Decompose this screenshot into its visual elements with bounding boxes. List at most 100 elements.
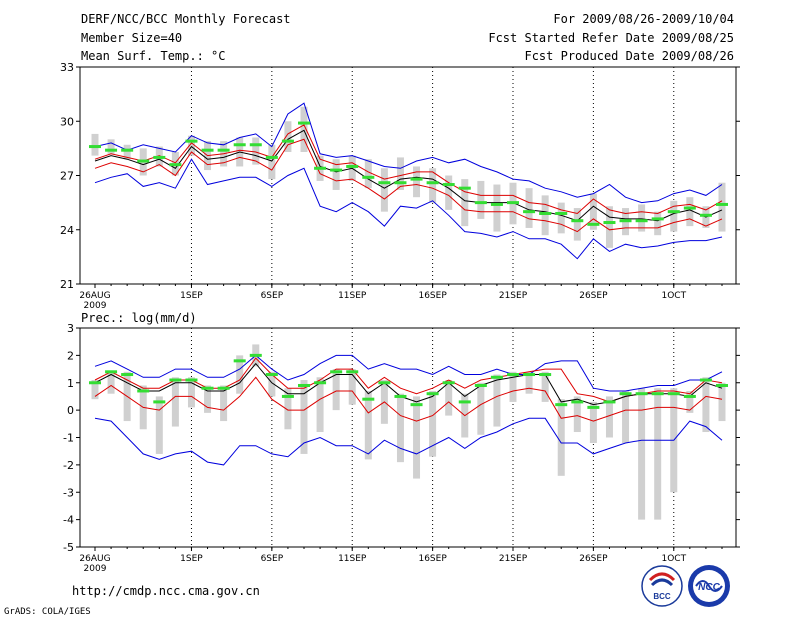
x-tick-label: 26SEP — [579, 554, 608, 564]
spread-box — [477, 382, 485, 435]
ctrl-marker — [442, 381, 455, 385]
ctrl-marker — [201, 148, 214, 152]
spread-box — [654, 211, 662, 236]
spread-box — [316, 377, 324, 433]
ctrl-marker — [378, 381, 391, 385]
spread-box — [589, 193, 597, 230]
x-tick-label: 21SEP — [499, 554, 528, 564]
y-tick-label: -4 — [63, 514, 74, 527]
y-tick-label: -5 — [63, 541, 74, 554]
ctrl-marker — [410, 403, 423, 407]
spread-box — [718, 182, 726, 232]
ctrl-marker — [651, 392, 664, 396]
spread-box — [718, 382, 726, 422]
ctrl-marker — [490, 202, 503, 206]
spread-box — [686, 197, 694, 227]
x-tick-sublabel: 2009 — [84, 301, 107, 311]
ctrl-marker — [507, 373, 519, 377]
y-tick-label: 2 — [67, 349, 74, 362]
ctrl-marker — [683, 206, 696, 210]
ctrl-marker — [233, 359, 246, 363]
ctrl-marker — [442, 183, 455, 187]
y-tick-label: -3 — [63, 486, 74, 499]
ctrl-marker — [635, 219, 648, 223]
spread-box — [413, 396, 421, 479]
ctrl-marker — [153, 155, 166, 159]
ctrl-marker — [330, 168, 343, 172]
y-tick-label: 1 — [67, 377, 74, 390]
ctrl-marker — [555, 211, 568, 215]
spread-box — [605, 396, 613, 438]
ctrl-marker — [137, 159, 150, 163]
produced-date: Fcst Produced Date 2009/08/26 — [524, 49, 734, 63]
ctrl-marker — [249, 143, 262, 147]
ctrl-marker — [699, 213, 712, 217]
spread-box — [123, 144, 131, 160]
variable-label: Mean Surf. Temp.: °C — [81, 49, 226, 63]
ctrl-marker — [683, 394, 696, 398]
spread-box — [445, 380, 453, 416]
spread-box — [525, 371, 533, 394]
ctrl-marker — [265, 155, 278, 159]
ctrl-marker — [249, 353, 262, 357]
ctrl-marker — [571, 219, 584, 223]
plot-frame — [79, 327, 737, 548]
ctrl-marker — [458, 400, 471, 404]
spread-box — [413, 166, 421, 198]
ctrl-marker — [667, 210, 680, 214]
bcc-logo-text: BCC — [653, 592, 671, 601]
spread-box — [557, 202, 565, 234]
ctrl-marker — [362, 175, 375, 179]
x-tick-label: 6SEP — [261, 291, 284, 301]
ctrl-marker — [410, 177, 423, 181]
ctrl-marker — [619, 219, 632, 223]
ctrl-marker — [89, 381, 101, 385]
ctrl-marker — [619, 392, 632, 396]
ctrl-marker — [346, 164, 359, 168]
ctrl-marker — [474, 383, 487, 387]
spread-box — [670, 200, 678, 232]
bcc-logo: BCC — [641, 565, 683, 607]
ctrl-marker — [571, 400, 584, 404]
spread-box — [155, 396, 163, 454]
y-tick-label: 3 — [67, 322, 74, 335]
x-tick-sublabel: 2009 — [84, 564, 107, 574]
spread-box — [268, 144, 276, 180]
x-tick-label: 16SEP — [418, 554, 447, 564]
forecast-period: For 2009/08/26-2009/10/04 — [553, 12, 734, 26]
x-tick-label: 1OCT — [661, 554, 686, 564]
y-tick-label: 27 — [60, 170, 74, 183]
y-tick-label: -2 — [63, 459, 74, 472]
spread-box — [638, 388, 646, 520]
ctrl-marker — [265, 373, 278, 377]
spread-box — [332, 159, 340, 190]
spread-box — [171, 377, 179, 427]
ctrl-marker — [137, 389, 150, 393]
ctrl-marker — [587, 222, 600, 226]
ctrl-marker — [716, 383, 728, 387]
ctrl-marker — [281, 139, 294, 143]
y-tick-label: 21 — [60, 278, 74, 291]
spread-box — [573, 396, 581, 433]
spread-box — [107, 139, 115, 154]
ctrl-marker — [89, 145, 101, 149]
spread-box — [220, 385, 228, 422]
grads-credit: GrADS: COLA/IGES — [4, 607, 91, 617]
spread-box — [589, 401, 597, 443]
ctrl-marker — [635, 392, 648, 396]
spread-box — [284, 388, 292, 430]
y-tick-label: 33 — [60, 61, 74, 74]
ctrl-marker — [346, 370, 359, 374]
spread-box — [187, 377, 195, 408]
ctrl-marker — [426, 181, 439, 185]
spread-box — [91, 380, 99, 400]
x-tick-label: 26AUG — [79, 291, 110, 301]
spread-box — [364, 390, 372, 460]
x-tick-label: 26SEP — [579, 291, 608, 301]
spread-box — [557, 399, 565, 476]
ctrl-marker — [474, 201, 487, 205]
ctrl-marker — [185, 139, 198, 143]
ctrl-marker — [169, 378, 182, 382]
